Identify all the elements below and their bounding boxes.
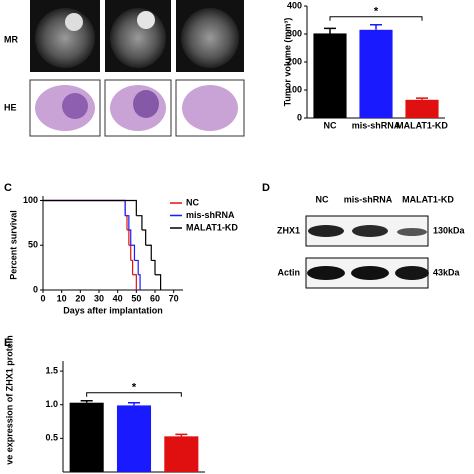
panel-label: E xyxy=(4,337,11,349)
panel-label: D xyxy=(262,182,270,194)
y-tick-label: 300 xyxy=(287,28,302,38)
error-bar xyxy=(370,24,382,30)
error-bar xyxy=(416,97,428,100)
western-blot: NC mis-shRNA MALAT1-KD ZHX1 Actin 130kDa… xyxy=(277,194,466,289)
tumor xyxy=(137,11,155,29)
brain xyxy=(35,8,95,68)
x-tick-label: 30 xyxy=(94,293,104,303)
tumor xyxy=(133,90,159,118)
band xyxy=(352,225,388,237)
x-tick-label: 20 xyxy=(75,293,85,303)
x-tick-label: 10 xyxy=(57,293,67,303)
survival-step xyxy=(43,199,137,216)
survival-step xyxy=(130,259,134,275)
error-bar xyxy=(128,401,140,406)
bar xyxy=(116,405,152,472)
survival-step xyxy=(128,244,132,261)
bar xyxy=(164,436,199,472)
he-images xyxy=(29,79,245,137)
y-tick-label: 0 xyxy=(297,112,302,122)
survival-step xyxy=(134,259,139,275)
survival-step xyxy=(155,274,162,290)
survival-step xyxy=(132,274,137,290)
tumor xyxy=(62,93,88,119)
y-axis-label: Percent survival xyxy=(8,210,18,280)
y-tick-label: 1.0 xyxy=(45,399,58,409)
size-label: 130kDa xyxy=(433,225,466,235)
mr-images xyxy=(30,0,244,72)
error-bar xyxy=(175,433,188,437)
survival-step xyxy=(145,244,152,261)
panel-label: C xyxy=(4,182,12,194)
legend-label: MALAT1-KD xyxy=(186,222,238,232)
y-tick-label: 50 xyxy=(28,240,38,250)
y-tick-label: 400 xyxy=(287,0,302,10)
survival-step xyxy=(130,244,136,261)
survival-step xyxy=(127,229,130,246)
x-tick-label: 40 xyxy=(113,293,123,303)
row-label: MR xyxy=(4,34,18,44)
tumor xyxy=(65,13,83,31)
row-name: ZHX1 xyxy=(277,225,300,235)
x-tick-label: 70 xyxy=(169,293,179,303)
legend-label: NC xyxy=(186,197,199,207)
error-bar xyxy=(80,399,93,403)
significance-bracket xyxy=(329,16,423,21)
error-bar xyxy=(324,27,336,34)
band xyxy=(395,266,429,280)
survival-step xyxy=(141,229,147,246)
x-tick-label: MALAT1-KD xyxy=(396,120,448,130)
band xyxy=(307,266,345,280)
brain xyxy=(181,8,239,68)
x-tick-label: 60 xyxy=(150,293,160,303)
survival-step xyxy=(128,229,132,246)
survival-step xyxy=(138,274,141,290)
significance-bracket xyxy=(86,392,182,397)
survival-step xyxy=(43,199,126,216)
y-axis-label: Tumor volume (mm³) xyxy=(282,18,292,107)
x-tick-label: NC xyxy=(324,120,337,130)
legend-label: mis-shRNA xyxy=(186,210,235,220)
significance-label: * xyxy=(374,6,379,18)
section xyxy=(182,85,238,131)
row-name: Actin xyxy=(278,267,301,277)
lane-label: NC xyxy=(316,194,329,204)
bar xyxy=(69,402,104,472)
y-tick-label: 0.5 xyxy=(45,433,58,443)
y-tick-label: 0 xyxy=(33,284,38,294)
survival-step xyxy=(125,215,128,231)
x-axis-label: Days after implantation xyxy=(63,305,163,315)
survival-step xyxy=(125,215,130,231)
bar xyxy=(313,33,347,118)
y-tick-label: 1.5 xyxy=(45,365,58,375)
row-label: HE xyxy=(4,102,17,112)
y-tick-label: 200 xyxy=(287,56,302,66)
survival-step xyxy=(151,259,156,275)
lane-label: MALAT1-KD xyxy=(402,194,454,204)
bar xyxy=(405,99,439,118)
band xyxy=(397,228,427,236)
lane-label: mis-shRNA xyxy=(344,194,393,204)
band xyxy=(308,225,344,237)
x-tick-label: mis-shRNA xyxy=(352,120,401,130)
survival-step xyxy=(43,199,126,216)
band xyxy=(351,266,389,280)
significance-label: * xyxy=(132,382,137,394)
x-tick-label: 50 xyxy=(131,293,141,303)
x-tick-label: 0 xyxy=(40,293,45,303)
y-tick-label: 100 xyxy=(23,195,38,205)
y-axis-label: ve expression of ZHX1 protein xyxy=(4,335,14,465)
survival-step xyxy=(136,215,143,231)
bar xyxy=(359,29,393,118)
y-tick-label: 100 xyxy=(287,84,302,94)
size-label: 43kDa xyxy=(433,267,461,277)
